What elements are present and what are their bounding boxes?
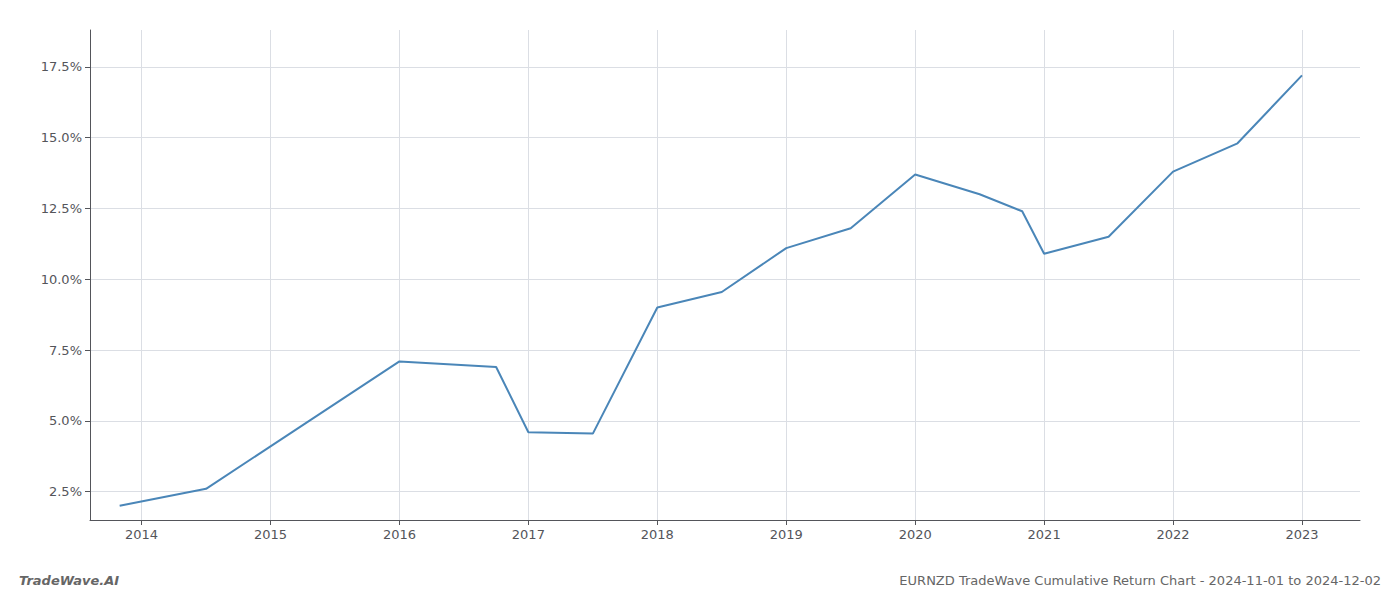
- svg-text:2014: 2014: [125, 527, 158, 542]
- svg-text:TradeWave.AI: TradeWave.AI: [19, 573, 119, 588]
- svg-text:2.5%: 2.5%: [49, 484, 82, 499]
- svg-text:2021: 2021: [1028, 527, 1061, 542]
- svg-text:2020: 2020: [899, 527, 932, 542]
- svg-text:12.5%: 12.5%: [41, 201, 82, 216]
- svg-text:2023: 2023: [1285, 527, 1318, 542]
- svg-text:2015: 2015: [254, 527, 287, 542]
- svg-text:10.0%: 10.0%: [41, 272, 82, 287]
- svg-text:2018: 2018: [641, 527, 674, 542]
- svg-text:15.0%: 15.0%: [41, 130, 82, 145]
- svg-text:2017: 2017: [512, 527, 545, 542]
- svg-text:2022: 2022: [1156, 527, 1189, 542]
- svg-text:2016: 2016: [383, 527, 416, 542]
- svg-text:2019: 2019: [770, 527, 803, 542]
- svg-text:EURNZD TradeWave Cumulative Re: EURNZD TradeWave Cumulative Return Chart…: [899, 573, 1381, 588]
- svg-text:5.0%: 5.0%: [49, 413, 82, 428]
- svg-text:17.5%: 17.5%: [41, 59, 82, 74]
- svg-text:7.5%: 7.5%: [49, 343, 82, 358]
